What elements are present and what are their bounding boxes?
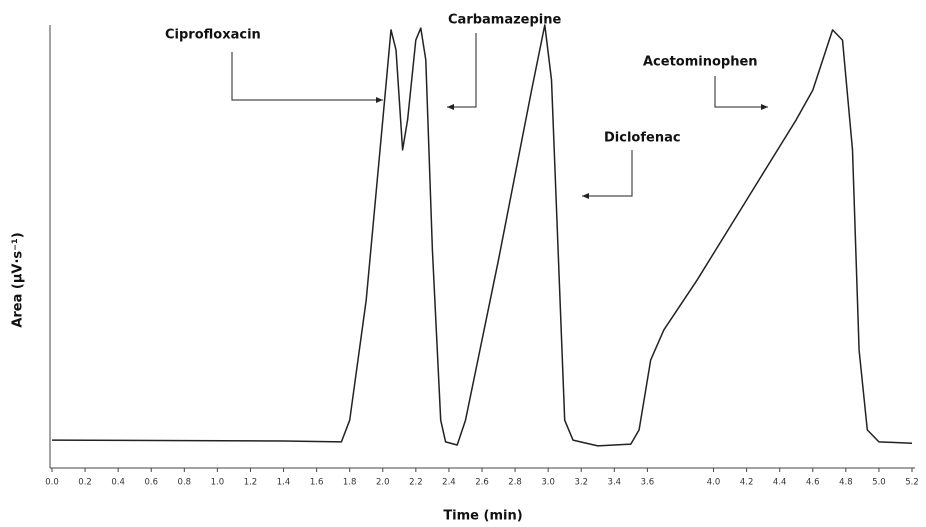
annotation: Carbamazepine	[448, 13, 562, 28]
x-tick-label: 2.6	[475, 478, 489, 488]
x-tick-label: 2.2	[409, 478, 423, 488]
x-tick-label: 0.0	[45, 478, 59, 488]
arrow	[447, 33, 477, 110]
x-tick-label: 1.8	[343, 478, 357, 488]
x-tick-label: 0.4	[111, 478, 125, 488]
x-tick-label: 4.4	[773, 478, 787, 488]
x-tick-label: 3.6	[641, 478, 655, 488]
x-tick-label: 4.2	[740, 478, 754, 488]
y-axis-label: Area (μV·s⁻¹)	[11, 232, 26, 327]
arrow	[231, 52, 383, 103]
trace	[51, 24, 913, 447]
x-tick-label: 1.0	[211, 478, 225, 488]
x-tick-label: 1.6	[310, 478, 324, 488]
x-tick-label: 4.6	[806, 478, 820, 488]
annotation: Acetominophen	[643, 55, 758, 70]
x-tick-label: 0.6	[144, 478, 158, 488]
x-tick-label: 3.2	[574, 478, 588, 488]
x-tick-label: 5.0	[872, 478, 886, 488]
arrow	[714, 76, 768, 110]
x-tick-label: 1.2	[244, 478, 258, 488]
x-tick-label: 1.4	[277, 478, 291, 488]
x-tick-label: 2.0	[376, 478, 390, 488]
annotation: Ciprofloxacin	[165, 28, 261, 43]
x-tick-label: 3.4	[608, 478, 622, 488]
x-tick-label: 2.8	[508, 478, 522, 488]
x-tick-label: 2.4	[442, 478, 456, 488]
annotation: Diclofenac	[604, 131, 681, 146]
x-tick-label: 4.8	[839, 478, 853, 488]
arrow	[582, 150, 633, 199]
x-tick-label: 4.0	[707, 478, 721, 488]
x-tick-label: 0.2	[78, 478, 92, 488]
x-tick-label: 0.8	[178, 478, 192, 488]
x-axis-label: Time (min)	[443, 509, 522, 524]
x-tick-label: 3.0	[541, 478, 555, 488]
x-tick-label: 5.2	[905, 478, 919, 488]
